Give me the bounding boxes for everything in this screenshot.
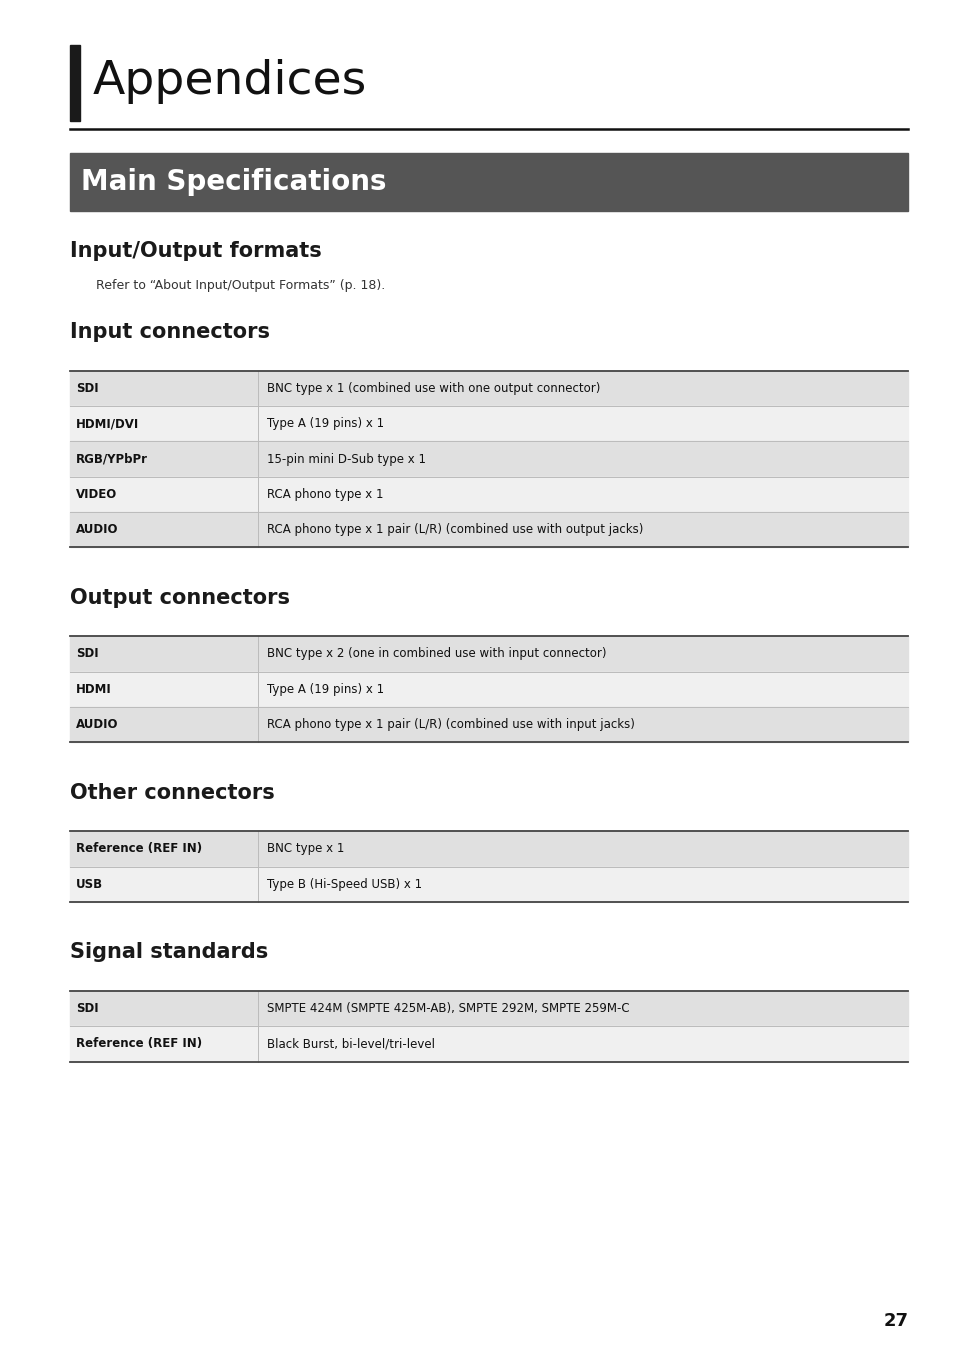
Text: Type A (19 pins) x 1: Type A (19 pins) x 1: [267, 417, 384, 431]
Text: 27: 27: [882, 1312, 907, 1330]
Text: VIDEO: VIDEO: [76, 487, 117, 501]
Text: HDMI/DVI: HDMI/DVI: [76, 417, 139, 431]
Text: Reference (REF IN): Reference (REF IN): [76, 1037, 202, 1051]
Text: AUDIO: AUDIO: [76, 718, 119, 731]
Text: BNC type x 1: BNC type x 1: [267, 842, 344, 856]
Text: Refer to “About Input/Output Formats” (p. 18).: Refer to “About Input/Output Formats” (p…: [96, 279, 385, 292]
Text: AUDIO: AUDIO: [76, 523, 119, 536]
Text: BNC type x 1 (combined use with one output connector): BNC type x 1 (combined use with one outp…: [267, 382, 599, 395]
Bar: [70, 991, 907, 1026]
Text: SMPTE 424M (SMPTE 425M-AB), SMPTE 292M, SMPTE 259M-C: SMPTE 424M (SMPTE 425M-AB), SMPTE 292M, …: [267, 1002, 629, 1016]
Text: RGB/YPbPr: RGB/YPbPr: [76, 452, 148, 466]
Text: Reference (REF IN): Reference (REF IN): [76, 842, 202, 856]
Text: Input/Output formats: Input/Output formats: [70, 241, 321, 261]
Text: Type B (Hi-Speed USB) x 1: Type B (Hi-Speed USB) x 1: [267, 877, 421, 891]
Text: Other connectors: Other connectors: [70, 783, 274, 803]
Text: RCA phono type x 1 pair (L/R) (combined use with input jacks): RCA phono type x 1 pair (L/R) (combined …: [267, 718, 634, 731]
Text: RCA phono type x 1 pair (L/R) (combined use with output jacks): RCA phono type x 1 pair (L/R) (combined …: [267, 523, 642, 536]
Text: Main Specifications: Main Specifications: [81, 168, 386, 196]
Bar: [70, 153, 907, 211]
Text: BNC type x 2 (one in combined use with input connector): BNC type x 2 (one in combined use with i…: [267, 647, 606, 661]
Bar: [70, 441, 907, 477]
Text: Output connectors: Output connectors: [70, 588, 290, 608]
Bar: [70, 867, 907, 902]
Text: RCA phono type x 1: RCA phono type x 1: [267, 487, 383, 501]
Bar: [70, 831, 907, 867]
Text: SDI: SDI: [76, 647, 99, 661]
Bar: [70, 477, 907, 512]
Text: Type A (19 pins) x 1: Type A (19 pins) x 1: [267, 682, 384, 696]
Text: HDMI: HDMI: [76, 682, 112, 696]
Text: Signal standards: Signal standards: [70, 942, 268, 963]
Bar: [70, 707, 907, 742]
Text: SDI: SDI: [76, 382, 99, 395]
Text: Black Burst, bi-level/tri-level: Black Burst, bi-level/tri-level: [267, 1037, 435, 1051]
Bar: [70, 512, 907, 547]
Bar: [70, 45, 80, 121]
Bar: [70, 371, 907, 406]
Text: USB: USB: [76, 877, 103, 891]
Text: SDI: SDI: [76, 1002, 99, 1016]
Text: Appendices: Appendices: [92, 58, 366, 103]
Bar: [70, 636, 907, 672]
Bar: [70, 406, 907, 441]
Text: 15-pin mini D-Sub type x 1: 15-pin mini D-Sub type x 1: [267, 452, 425, 466]
Bar: [70, 1026, 907, 1062]
Text: Input connectors: Input connectors: [70, 322, 270, 343]
Bar: [70, 672, 907, 707]
